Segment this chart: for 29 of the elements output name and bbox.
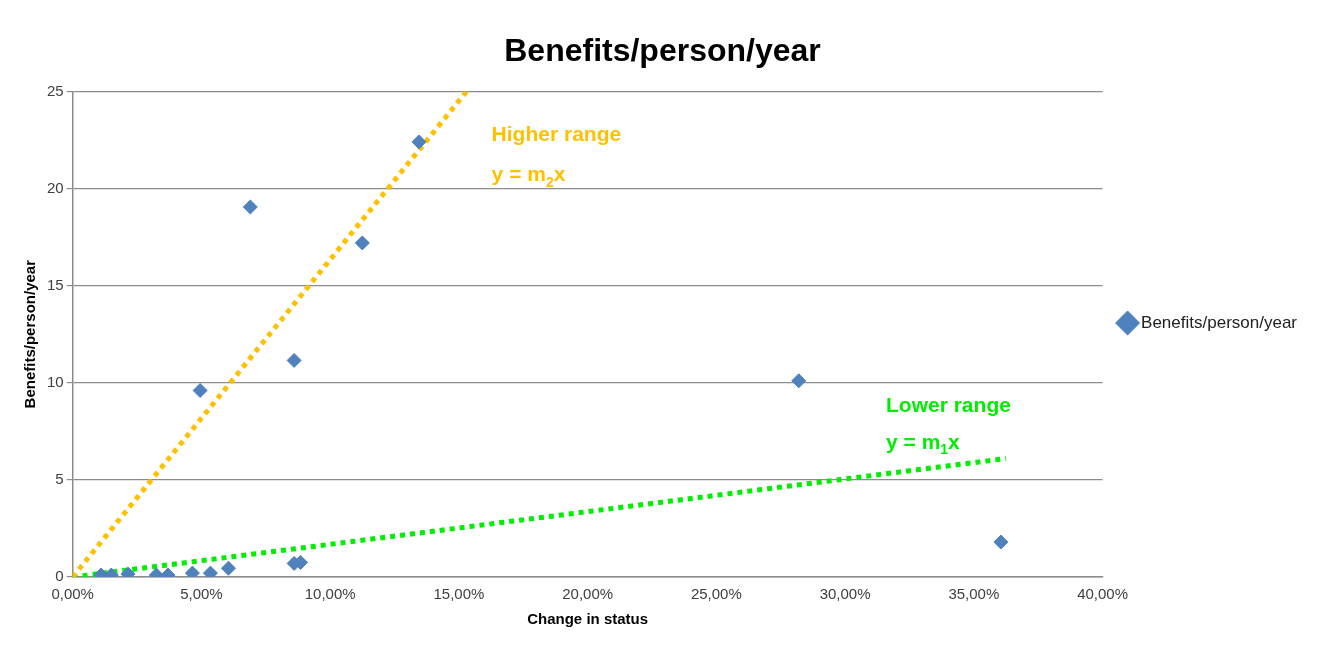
x-tick-label: 25,00% xyxy=(690,585,742,603)
x-tick-label: 35,00% xyxy=(948,585,1000,603)
y-tick-label: 10 xyxy=(47,372,64,390)
y-axis-title: Benefits/person/year xyxy=(21,259,39,409)
y-tick-label: 25 xyxy=(47,81,64,99)
x-tick-label: 30,00% xyxy=(819,585,871,603)
legend-label: Benefits/person/year xyxy=(1141,312,1298,332)
y-tick-label: 5 xyxy=(55,470,64,488)
point xyxy=(354,235,370,251)
point xyxy=(220,560,236,576)
chart-title: Benefits/person/year xyxy=(504,32,821,69)
x-tick-label: 20,00% xyxy=(562,585,614,603)
y-tick-label: 0 xyxy=(55,567,64,585)
x-tick-label: 15,00% xyxy=(433,585,485,603)
annotation: Higher range xyxy=(491,122,622,146)
y-tick-label: 20 xyxy=(47,178,64,196)
x-tick-label: 5,00% xyxy=(180,585,223,603)
x-axis-title: Change in status xyxy=(527,610,649,628)
point xyxy=(192,383,208,399)
point xyxy=(993,534,1009,550)
point xyxy=(242,199,258,215)
x-tick-label: 10,00% xyxy=(304,585,356,603)
point xyxy=(411,134,427,150)
point xyxy=(286,352,302,368)
x-tick-label: 40,00% xyxy=(1077,585,1129,603)
annotation: Lower range xyxy=(886,392,1011,416)
point xyxy=(791,373,807,389)
x-tick-label: 0,00% xyxy=(51,585,94,603)
y-tick-label: 15 xyxy=(47,275,64,293)
